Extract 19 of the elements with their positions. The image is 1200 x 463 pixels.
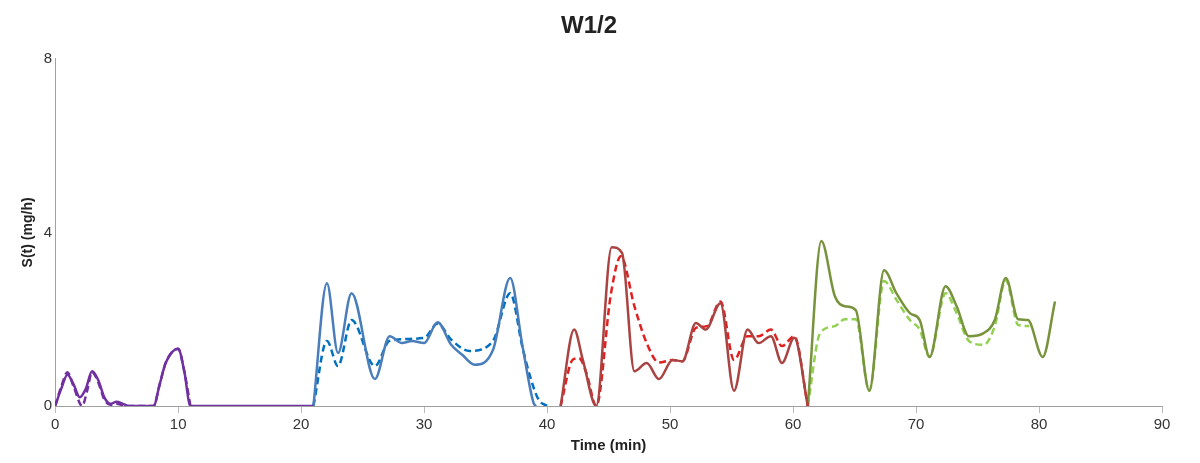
x-tick-label: 20	[292, 415, 310, 433]
x-tick-label: 10	[169, 415, 187, 433]
y-tick-label: 4	[43, 222, 53, 240]
x-tick-label: 80	[1030, 415, 1048, 433]
x-tick-label: 90	[1153, 415, 1171, 433]
x-tick-label: 60	[784, 415, 802, 433]
x-tick-label: 30	[415, 415, 433, 433]
y-axis-title: S(t) (mg/h)	[19, 197, 36, 268]
x-tick-label: 50	[661, 415, 679, 433]
line-series	[806, 278, 1031, 406]
y-tick-label: 0	[43, 396, 53, 414]
line-series	[312, 276, 538, 406]
line-series	[806, 239, 1057, 406]
y-tick-label: 8	[43, 48, 53, 66]
line-series	[312, 291, 549, 406]
x-axis-title: Time (min)	[570, 436, 647, 454]
x-tick-label: 40	[538, 415, 556, 433]
chart-title: W1/2	[560, 11, 618, 39]
x-tick-label: 70	[907, 415, 925, 433]
